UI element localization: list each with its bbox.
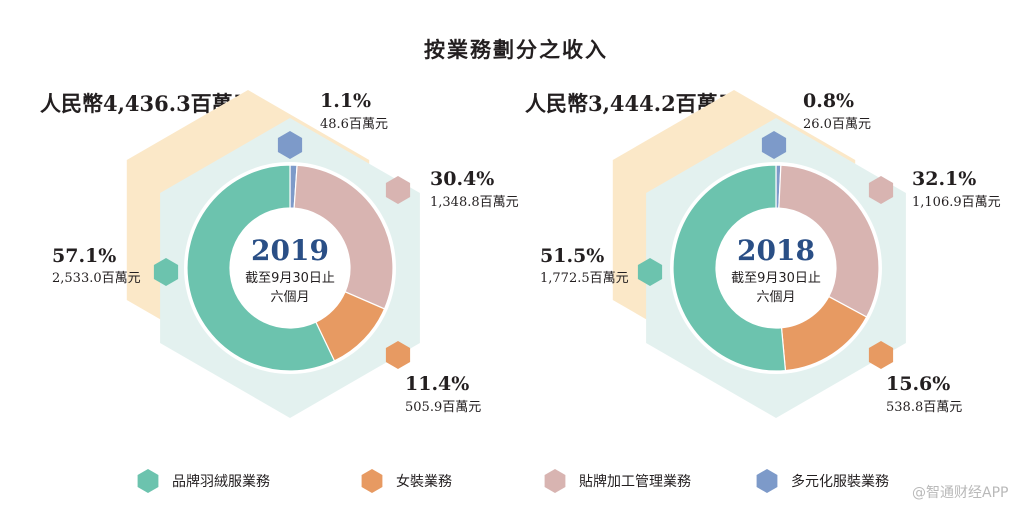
legend-label-4: 多元化服裝業務 — [791, 473, 889, 490]
legend-marker-4-icon — [756, 469, 778, 493]
marker-womens-icon — [868, 341, 894, 369]
marker-down-icon — [637, 258, 663, 286]
center-year: 2018 — [737, 234, 815, 267]
amount-label-diversified: 48.6百萬元 — [320, 117, 388, 132]
legend-label-3: 貼牌加工管理業務 — [579, 473, 691, 490]
donut-chart-2018 — [612, 90, 906, 418]
amount-label-oem: 1,348.8百萬元 — [430, 195, 519, 210]
amount-label-womens: 538.8百萬元 — [886, 400, 962, 415]
chart-title: 按業務劃分之收入 — [424, 38, 608, 62]
center-subtitle-line1: 截至9月30日止 — [245, 271, 335, 286]
marker-oem-icon — [385, 176, 411, 204]
marker-diversified-icon — [277, 131, 303, 159]
legend-marker-1-icon — [137, 469, 159, 493]
center-subtitle-line1: 截至9月30日止 — [731, 271, 821, 286]
amount-label-oem: 1,106.9百萬元 — [912, 195, 1001, 210]
slice-down — [672, 164, 787, 372]
legend-marker-2-icon — [361, 469, 383, 493]
amount-label-womens: 505.9百萬元 — [405, 400, 481, 415]
marker-diversified-icon — [761, 131, 787, 159]
slice-oem — [293, 164, 394, 310]
percent-label-womens: 11.4% — [405, 373, 469, 395]
percent-label-oem: 32.1% — [912, 168, 976, 190]
percent-label-diversified: 0.8% — [803, 90, 854, 112]
marker-down-icon — [153, 258, 179, 286]
legend-label-2: 女裝業務 — [396, 473, 452, 490]
marker-oem-icon — [868, 176, 894, 204]
center-year: 2019 — [251, 234, 329, 267]
center-subtitle-line2: 六個月 — [756, 290, 795, 305]
amount-label-down: 1,772.5百萬元 — [540, 271, 629, 286]
percent-label-down: 57.1% — [52, 245, 116, 267]
amount-label-down: 2,533.0百萬元 — [52, 271, 141, 286]
center-subtitle-line2: 六個月 — [270, 290, 309, 305]
legend-label-1: 品牌羽絨服業務 — [172, 473, 270, 490]
slice-oem — [778, 164, 880, 318]
percent-label-oem: 30.4% — [430, 168, 494, 190]
slice-down — [186, 164, 336, 372]
percent-label-diversified: 1.1% — [320, 90, 371, 112]
legend-marker-3-icon — [544, 469, 566, 493]
amount-label-diversified: 26.0百萬元 — [803, 117, 871, 132]
percent-label-womens: 15.6% — [886, 373, 950, 395]
donut-chart-2019 — [126, 90, 420, 418]
marker-womens-icon — [385, 341, 411, 369]
percent-label-down: 51.5% — [540, 245, 604, 267]
watermark: @智通财经APP — [912, 485, 1009, 501]
